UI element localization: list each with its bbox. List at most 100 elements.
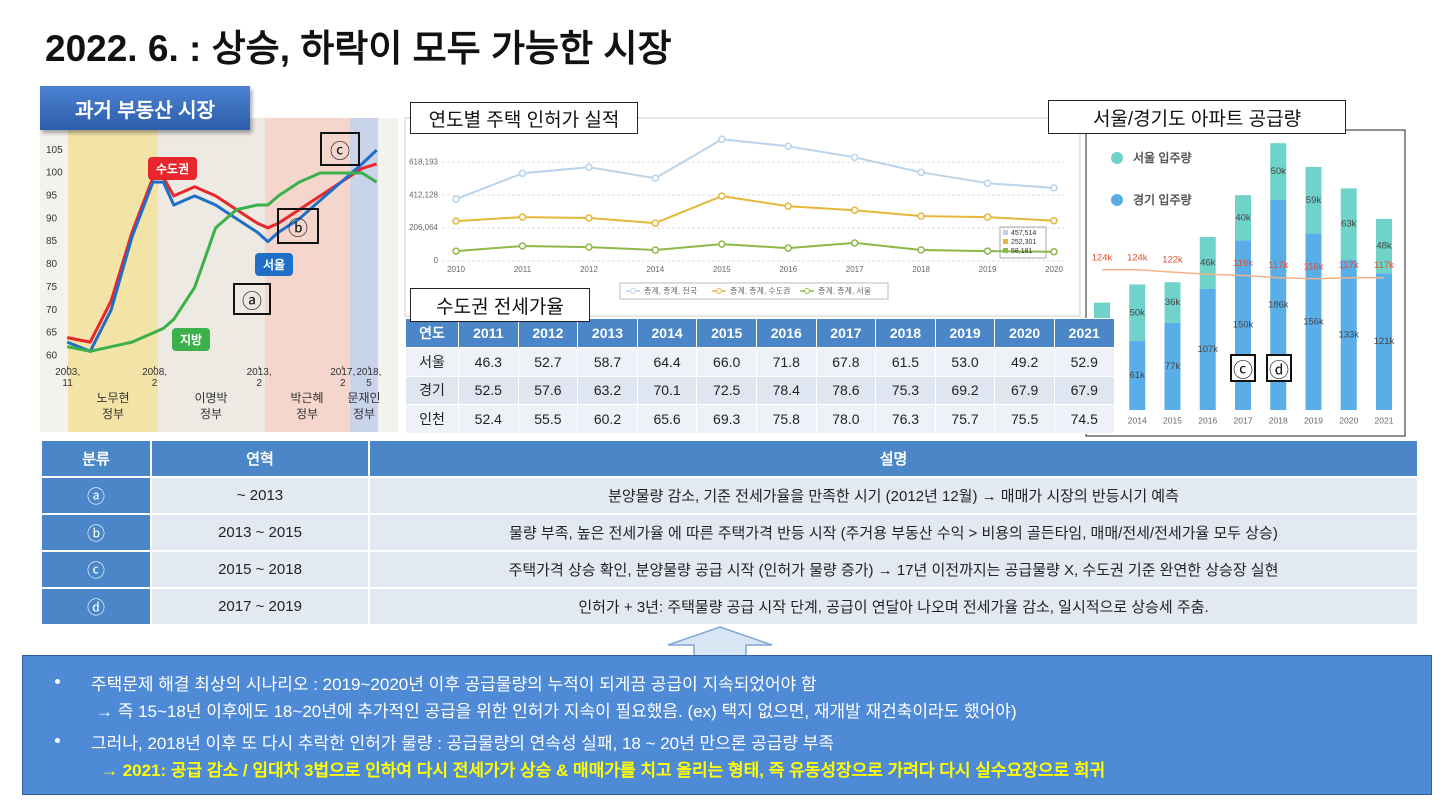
table-cell: 75.5: [994, 404, 1055, 434]
point-marker: [983, 247, 992, 255]
series-line: [455, 241, 1055, 253]
point-marker: [850, 239, 859, 247]
point-marker: [585, 163, 593, 171]
bar: [1199, 289, 1216, 410]
bar: [1270, 143, 1287, 200]
bar-label: 133k: [1338, 329, 1359, 340]
x-tick-label: 2012: [580, 265, 598, 274]
table-cell: 61.5: [875, 346, 936, 377]
chart-title: 과거 부동산 시장: [40, 86, 250, 130]
point-marker: [651, 219, 660, 227]
table-cell: 67.9: [1053, 375, 1115, 406]
bar-label: 48k: [1376, 241, 1392, 252]
legend-box: [619, 282, 889, 300]
point-marker: [718, 240, 726, 248]
table-cell: 53.0: [934, 346, 996, 377]
point-marker: [917, 212, 925, 220]
x-tick-label: 2017: [1234, 415, 1253, 425]
legend-swatch: [716, 288, 722, 294]
legend-label: 총계, 총계, 서울: [818, 286, 871, 296]
table-row: ⓓ 2017 ~ 2019 인허가 + 3년: 주택물량 공급 시작 단계, 공급이…: [40, 587, 1419, 626]
table-cell: 경기: [405, 375, 459, 406]
table-cell: 63.2: [577, 375, 638, 406]
bar: [1376, 218, 1392, 274]
bar-label: 59k: [1306, 195, 1322, 206]
x-tick-label: 2016: [1198, 415, 1217, 425]
legend-swatch: [804, 288, 810, 294]
table-cell: 55.5: [517, 404, 579, 434]
table-cell: 52.5: [458, 375, 519, 406]
x-tick-label: 2013, 2: [246, 367, 272, 389]
period-band: [68, 118, 158, 432]
table-header-cell: 2020: [994, 318, 1055, 348]
table-cell: 분양물량 감소, 기준 전세가율을 만족한 시기 (2012년 12월) → 매…: [368, 476, 1419, 515]
point-marker: [983, 213, 992, 221]
table-header-cell: 2016: [755, 318, 817, 348]
x-tick-label: 2010: [447, 265, 465, 274]
y-tick-label: 95: [46, 190, 58, 201]
legend-swatch: [630, 288, 636, 294]
x-tick-label: 2017, 2: [330, 367, 356, 389]
x-tick-label: 2016: [779, 265, 797, 274]
table-cell: 52.9: [1053, 346, 1115, 377]
bar-label: 186k: [1268, 299, 1289, 310]
point-marker: [585, 243, 593, 251]
point-marker: [452, 217, 460, 225]
table-cell: 72.5: [696, 375, 757, 406]
line-label: 116k: [1304, 261, 1324, 272]
table-cell: 75.3: [875, 375, 936, 406]
point-marker: [718, 135, 726, 144]
bar-label: 150k: [1233, 320, 1254, 331]
chart-title: 서울/경기도 아파트 공급량: [1048, 100, 1346, 134]
data-table: 연도 2011 2012 2013 2014 2015 2016 2017 2018 2019 20…: [405, 318, 1115, 434]
y-tick-label: 100: [46, 168, 63, 179]
table-header-cell: 2017: [815, 318, 877, 348]
table-header-cell: 2015: [696, 318, 757, 348]
point-marker: [518, 169, 527, 178]
table-cell: 69.3: [696, 404, 757, 434]
bar-label: 61k: [1130, 370, 1146, 381]
table-cell: 71.8: [755, 346, 817, 377]
series-line: [455, 138, 1055, 201]
line-label: 124k: [1127, 252, 1148, 263]
table-cell: ~ 2013: [150, 476, 370, 515]
line-label: 124k: [1092, 252, 1113, 263]
table-row: 경기 52.5 57.6 63.2 70.1 72.5 78.4 78.6 75.3 69.2 67…: [405, 375, 1115, 406]
table-cell: 66.0: [696, 346, 757, 377]
x-tick-label: 2014: [646, 265, 664, 274]
point-marker: [651, 174, 660, 182]
legend-swatch: [1003, 248, 1008, 253]
bar-label: 50k: [1271, 166, 1287, 177]
table-title: 수도권 전세가율: [410, 288, 590, 322]
bar-label: 50k: [1130, 307, 1146, 318]
line-label: 117k: [1268, 260, 1288, 271]
up-arrow: [667, 626, 773, 657]
value-label: 252,301: [1011, 239, 1036, 246]
y-tick-label: 75: [46, 282, 58, 293]
bar-label: 36k: [1165, 297, 1181, 308]
table-cell: 2017 ~ 2019: [150, 587, 370, 626]
line-label: 119k: [1233, 258, 1253, 269]
table-cell: 74.5: [1053, 404, 1115, 434]
table-row: ⓑ 2013 ~ 2015 물량 부족, 높은 전세가율 에 따른 주택가격 반등 …: [40, 513, 1419, 552]
table-cell: 물량 부족, 높은 전세가율 에 따른 주택가격 반등 시작 (주거용 부동산 …: [368, 513, 1419, 552]
bar: [1164, 282, 1181, 323]
point-marker: [850, 153, 859, 162]
y-tick-label: 206,064: [409, 223, 438, 232]
legend-swatch: [1003, 239, 1008, 244]
bar-label: 40k: [1235, 212, 1251, 223]
x-tick-label: 2021: [1375, 415, 1394, 425]
table-header-cell: 2014: [636, 318, 698, 348]
table-row: ⓐ ~ 2013 분양물량 감소, 기준 전세가율을 만족한 시기 (2012년 1…: [40, 476, 1419, 515]
table-cell: 75.8: [755, 404, 817, 434]
x-tick-label: 2003, 11: [55, 367, 81, 389]
table-cell: 60.2: [577, 404, 638, 434]
bar: [1164, 322, 1181, 410]
table-cell: ⓐ: [40, 476, 152, 515]
table-header-cell: 설명: [368, 439, 1419, 478]
table-cell: 78.6: [815, 375, 877, 406]
point-marker: [1050, 247, 1058, 256]
legend-swatch: [1111, 152, 1123, 164]
series-line: [66, 171, 378, 353]
